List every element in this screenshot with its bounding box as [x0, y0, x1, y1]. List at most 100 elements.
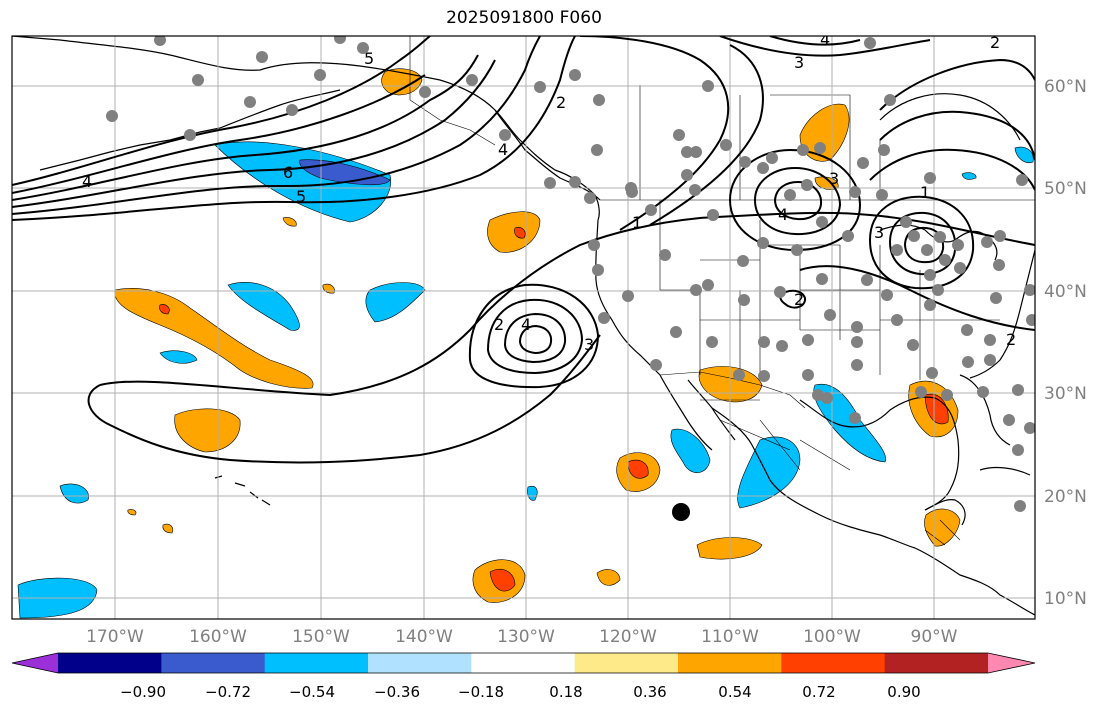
storm-center-marker: [672, 503, 690, 521]
positive-anomaly-16: [162, 523, 174, 534]
negative-anomaly-2: [365, 282, 426, 323]
contour-north-1: [579, 36, 730, 231]
station-dot: [921, 244, 933, 256]
station-dot: [984, 334, 996, 346]
station-dot: [802, 369, 814, 381]
station-dot: [1014, 500, 1026, 512]
colorbar-segment: [264, 653, 369, 673]
station-dot: [962, 356, 974, 368]
colorbar-tick-label: −0.18: [458, 683, 504, 701]
colorbar-segment: [58, 653, 162, 673]
station-dot: [876, 189, 888, 201]
contour-north-2: [649, 44, 764, 226]
station-dot: [1024, 422, 1035, 434]
colorbar: −0.90 −0.72 −0.54 −0.36 −0.18 0.18 0.36 …: [11, 652, 1036, 701]
colorbar-tick-label: 0.90: [887, 683, 920, 701]
contour-label: 3: [584, 335, 594, 354]
florida: [959, 374, 1011, 446]
alaska-coast: [12, 36, 601, 201]
contour-southeast: [799, 265, 1035, 331]
station-dot: [802, 334, 814, 346]
station-dot: [1012, 444, 1024, 456]
station-dot: [908, 230, 920, 242]
station-dot: [569, 176, 581, 188]
station-dot: [801, 179, 813, 191]
station-dot: [849, 412, 861, 424]
contour-jet-5: [12, 36, 541, 215]
station-dot: [681, 146, 693, 158]
alaska-canada-border: [409, 36, 496, 146]
station-dot: [244, 96, 256, 108]
colorbar-outline: [11, 652, 1036, 674]
us-states: [659, 200, 1000, 380]
station-dot: [419, 86, 431, 98]
station-dot: [569, 69, 581, 81]
contour-large-loop: [87, 211, 1035, 464]
lat-label: 30°N: [1044, 384, 1087, 404]
negative-anomaly-10: [1014, 146, 1034, 163]
station-dot: [598, 312, 610, 324]
station-dot: [934, 231, 946, 243]
hudson-bay: [879, 93, 1021, 141]
station-dot: [881, 289, 893, 301]
station-dot: [954, 262, 966, 274]
anomaly-shading: [17, 68, 1034, 619]
station-dot: [851, 321, 863, 333]
station-dot: [758, 370, 770, 382]
positive-anomaly-2: [174, 408, 241, 453]
contour-label: 4: [820, 30, 830, 49]
station-dot: [593, 94, 605, 106]
station-dot: [357, 42, 369, 54]
station-dot: [1003, 414, 1015, 426]
station-dot: [626, 186, 638, 198]
station-dot: [891, 314, 903, 326]
station-dot: [286, 104, 298, 116]
station-dot: [994, 230, 1006, 242]
colorbar-tick-label: 0.54: [718, 683, 751, 701]
cuba: [979, 466, 1031, 476]
lon-label: 110°W: [701, 627, 759, 647]
station-dot: [851, 336, 863, 348]
station-dot: [673, 129, 685, 141]
negative-anomaly-4: [670, 428, 711, 473]
negative-anomaly-11: [961, 172, 977, 180]
central-america-borders: [924, 519, 961, 546]
contour-label: 4: [498, 140, 508, 159]
positive-anomaly-14: [282, 217, 297, 227]
contour-pacific-low-2: [486, 298, 584, 375]
station-dot: [993, 259, 1005, 271]
contour-jet-6: [12, 36, 576, 221]
lon-label: 150°W: [292, 627, 350, 647]
contour-label: 2: [494, 315, 504, 334]
lat-label: 60°N: [1044, 77, 1087, 97]
contour-label: 3: [874, 223, 884, 242]
station-dot: [645, 204, 657, 216]
contour-label: 4: [82, 172, 92, 191]
station-dot: [739, 156, 751, 168]
station-dot: [990, 292, 1002, 304]
mexico-west-coast: [711, 407, 916, 549]
contour-north-3: [719, 36, 931, 57]
station-dot: [981, 236, 993, 248]
colorbar-segment: [368, 653, 472, 673]
station-dot: [932, 284, 944, 296]
station-dot: [689, 184, 701, 196]
colorbar-tick-label: −0.72: [205, 683, 251, 701]
map-frame: [11, 35, 1036, 620]
station-dot: [706, 336, 718, 348]
lat-label: 10°N: [1044, 589, 1087, 609]
station-dot: [939, 254, 951, 266]
gulf-of-mexico-coast: [799, 396, 960, 511]
station-dot: [784, 189, 796, 201]
station-dot: [884, 94, 896, 106]
station-dot: [824, 309, 836, 321]
contour-east-4: [879, 110, 1035, 161]
us-mexico-border: [659, 371, 806, 409]
colorbar-segment: [884, 653, 989, 673]
contour-jet-2: [12, 74, 426, 194]
station-dot: [915, 386, 927, 398]
station-dot: [961, 324, 973, 336]
positive-anomaly-core-3: [514, 227, 526, 239]
station-dot: [702, 279, 714, 291]
negative-anomaly-5: [737, 436, 801, 509]
